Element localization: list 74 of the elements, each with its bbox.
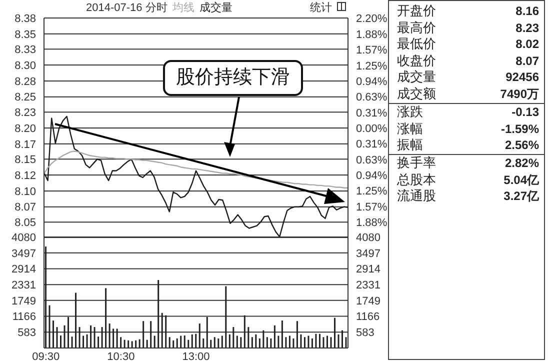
y-tick-label: 8.38 <box>14 12 36 25</box>
category-label: 流通股 <box>397 188 436 205</box>
text: -0.13 <box>512 105 539 119</box>
y2-tick-label: 3497 <box>356 248 380 260</box>
category-label: 总股本 <box>397 172 436 188</box>
category-label: 开盘价 <box>397 3 436 20</box>
y-tick-label: 8.35 <box>14 28 36 41</box>
y2-tick-label: 1.57% <box>356 44 388 56</box>
x-tick-label: 09:30 <box>32 350 60 362</box>
y-tick-label: 8.15 <box>14 154 36 166</box>
y2-tick-label: 0.31% <box>356 107 388 120</box>
category-label: 最低价 <box>397 36 436 53</box>
y-tick-label: 2331 <box>12 279 36 292</box>
y-tick-label: 8.25 <box>14 92 36 104</box>
text: 成交量 <box>199 0 232 15</box>
y-tick-label: 1749 <box>12 295 36 308</box>
category-label: 成交额 <box>397 86 436 103</box>
y2-tick-label: 1.88% <box>356 216 388 229</box>
y2-tick-label: 0.94% <box>356 170 388 182</box>
y-tick-label: 8.12 <box>14 170 36 182</box>
category-label: 涨跌 <box>397 104 423 121</box>
y2-tick-label: 0.00% <box>356 122 388 135</box>
category-label: 换手率 <box>397 155 436 172</box>
text: 92456 <box>506 70 539 84</box>
y-tick-label: 8.10 <box>14 186 36 198</box>
y2-tick-label: 1.88% <box>356 28 388 41</box>
y2-tick-label: 0.31% <box>356 138 388 150</box>
y2-tick-label: 1749 <box>356 295 380 308</box>
y2-tick-label: 2.20% <box>356 12 388 25</box>
y-tick-label: 8.05 <box>14 217 36 230</box>
text: 5.04亿 <box>504 172 539 187</box>
x-tick-label: 10:30 <box>107 350 135 362</box>
y2-tick-label: 0.94% <box>356 76 388 88</box>
text: 2.56% <box>504 138 539 152</box>
category-label: 收盘价 <box>397 52 436 70</box>
text: 8.23 <box>516 20 539 35</box>
text: 均线 <box>172 1 194 15</box>
y-tick-label: 8.28 <box>14 76 36 88</box>
text: 统计 <box>310 0 332 15</box>
y-tick-label: 8.33 <box>14 44 36 56</box>
y2-tick-label: 583 <box>356 327 374 340</box>
y2-tick-label: 1.25% <box>356 185 388 198</box>
y-tick-label: 8.30 <box>14 60 36 72</box>
y-tick-label: 8.23 <box>14 107 36 120</box>
x-tick-label: 13:00 <box>182 350 210 362</box>
y2-tick-label: 0.63% <box>356 91 388 104</box>
y-tick-label: 8.20 <box>14 122 36 135</box>
category-label: 成交量 <box>397 69 436 86</box>
text: 7490万 <box>500 86 539 101</box>
y-tick-label: 8.17 <box>14 138 36 151</box>
y2-tick-label: 4080 <box>356 232 380 244</box>
y2-tick-label: 2914 <box>356 264 380 276</box>
y-tick-label: 2914 <box>12 264 36 276</box>
chart-title: 2014-07-16 分时 <box>86 1 168 15</box>
category-label: 最高价 <box>397 20 436 36</box>
text: 2.82% <box>504 156 539 170</box>
y2-tick-label: 1.25% <box>356 60 388 72</box>
text: 8.07 <box>516 54 539 68</box>
y-tick-label: 1166 <box>12 311 36 324</box>
y-tick-label: 4080 <box>12 232 36 244</box>
y-tick-label: 8.07 <box>14 202 36 214</box>
y2-tick-label: 1166 <box>356 311 380 324</box>
text: 8.16 <box>516 4 539 18</box>
text: 8.02 <box>516 37 539 52</box>
category-label: 振幅 <box>397 137 423 154</box>
y2-tick-label: 2331 <box>356 279 380 292</box>
annotation: 股价持续下滑 <box>163 60 303 96</box>
text: 3.27亿 <box>504 189 539 204</box>
y-tick-label: 3497 <box>12 248 36 260</box>
text: -1.59% <box>500 122 539 136</box>
y2-tick-label: 0.63% <box>356 154 388 166</box>
y2-tick-label: 1.57% <box>356 201 388 214</box>
category-label: 涨幅 <box>397 120 423 138</box>
y-tick-label: 583 <box>18 327 36 340</box>
